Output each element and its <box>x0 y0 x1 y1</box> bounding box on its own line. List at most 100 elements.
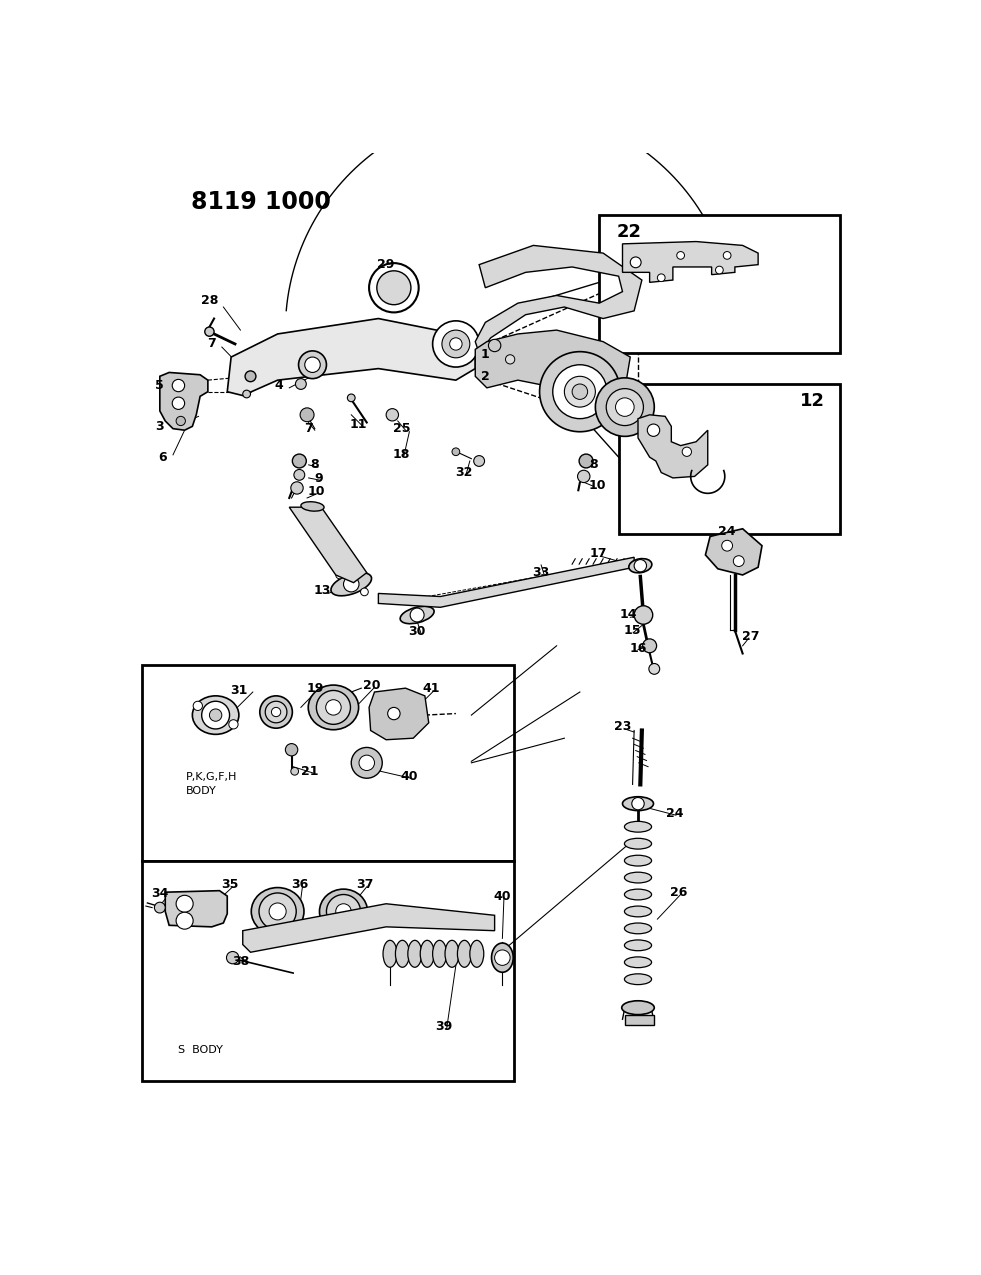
Text: 21: 21 <box>301 765 319 778</box>
Circle shape <box>657 274 665 282</box>
Circle shape <box>177 912 193 929</box>
Ellipse shape <box>625 838 651 849</box>
Circle shape <box>300 408 314 422</box>
Circle shape <box>634 606 652 625</box>
Circle shape <box>474 455 485 467</box>
Polygon shape <box>705 529 762 575</box>
Circle shape <box>552 365 607 418</box>
Polygon shape <box>369 688 429 739</box>
Circle shape <box>298 351 327 379</box>
Circle shape <box>202 701 230 729</box>
Text: 37: 37 <box>356 878 373 891</box>
Text: 34: 34 <box>151 887 169 900</box>
Text: 31: 31 <box>231 683 247 697</box>
Bar <box>625 1015 653 1025</box>
Text: 24: 24 <box>666 807 683 820</box>
Circle shape <box>647 425 659 436</box>
Circle shape <box>305 357 320 372</box>
Circle shape <box>359 755 375 770</box>
Circle shape <box>494 950 510 965</box>
Circle shape <box>369 263 419 312</box>
Ellipse shape <box>445 941 459 968</box>
Ellipse shape <box>251 887 304 936</box>
Text: 36: 36 <box>290 878 308 891</box>
Polygon shape <box>379 557 634 607</box>
Text: 33: 33 <box>533 566 549 579</box>
Polygon shape <box>475 245 642 353</box>
Ellipse shape <box>192 696 239 734</box>
Circle shape <box>205 326 214 337</box>
Text: 16: 16 <box>630 641 646 654</box>
Ellipse shape <box>625 974 651 984</box>
Circle shape <box>177 417 185 426</box>
Ellipse shape <box>301 502 324 511</box>
Circle shape <box>209 709 222 722</box>
Bar <box>142 862 514 1081</box>
Text: 35: 35 <box>221 878 238 891</box>
Text: 26: 26 <box>670 886 688 899</box>
Circle shape <box>326 700 341 715</box>
Text: 38: 38 <box>232 955 249 968</box>
Circle shape <box>648 663 659 674</box>
Circle shape <box>677 251 685 259</box>
Text: 29: 29 <box>378 258 394 272</box>
Polygon shape <box>160 372 208 430</box>
Circle shape <box>452 448 460 455</box>
Circle shape <box>449 338 462 351</box>
Polygon shape <box>228 319 475 395</box>
Circle shape <box>572 384 588 399</box>
Ellipse shape <box>625 907 651 917</box>
Ellipse shape <box>470 941 484 968</box>
Circle shape <box>347 394 355 402</box>
Text: 14: 14 <box>619 608 637 621</box>
Bar <box>142 666 514 862</box>
Text: 17: 17 <box>590 547 607 560</box>
Polygon shape <box>165 891 228 927</box>
Circle shape <box>269 903 286 921</box>
Circle shape <box>634 560 646 572</box>
Text: 39: 39 <box>436 1020 453 1034</box>
Circle shape <box>245 371 256 381</box>
Circle shape <box>734 556 745 566</box>
Ellipse shape <box>308 685 359 729</box>
Ellipse shape <box>491 944 513 973</box>
Circle shape <box>290 482 303 495</box>
Text: 7: 7 <box>304 422 313 435</box>
Circle shape <box>227 951 239 964</box>
Text: 8119 1000: 8119 1000 <box>191 190 331 214</box>
Circle shape <box>715 266 723 274</box>
Text: 32: 32 <box>455 467 472 479</box>
Circle shape <box>410 608 424 622</box>
Circle shape <box>595 377 654 436</box>
Circle shape <box>682 448 692 456</box>
Circle shape <box>242 390 250 398</box>
Ellipse shape <box>625 889 651 900</box>
Ellipse shape <box>400 607 434 623</box>
Ellipse shape <box>623 797 653 811</box>
Circle shape <box>630 258 642 268</box>
Text: 8: 8 <box>311 458 319 472</box>
Ellipse shape <box>395 941 409 968</box>
Polygon shape <box>475 330 630 391</box>
Circle shape <box>441 330 470 358</box>
Ellipse shape <box>625 923 651 933</box>
Text: 1: 1 <box>480 348 489 361</box>
Circle shape <box>229 719 238 729</box>
Circle shape <box>272 708 281 717</box>
Text: 40: 40 <box>400 770 418 783</box>
Text: BODY: BODY <box>186 785 217 796</box>
Ellipse shape <box>383 941 397 968</box>
Text: 23: 23 <box>614 720 631 733</box>
Ellipse shape <box>408 941 422 968</box>
Text: 7: 7 <box>207 338 216 351</box>
Circle shape <box>387 708 400 719</box>
Ellipse shape <box>260 696 292 728</box>
Circle shape <box>336 571 343 579</box>
Ellipse shape <box>625 956 651 968</box>
Ellipse shape <box>625 856 651 866</box>
Circle shape <box>505 354 515 363</box>
Circle shape <box>292 454 306 468</box>
Ellipse shape <box>433 941 446 968</box>
Circle shape <box>177 895 193 912</box>
Circle shape <box>564 376 595 407</box>
